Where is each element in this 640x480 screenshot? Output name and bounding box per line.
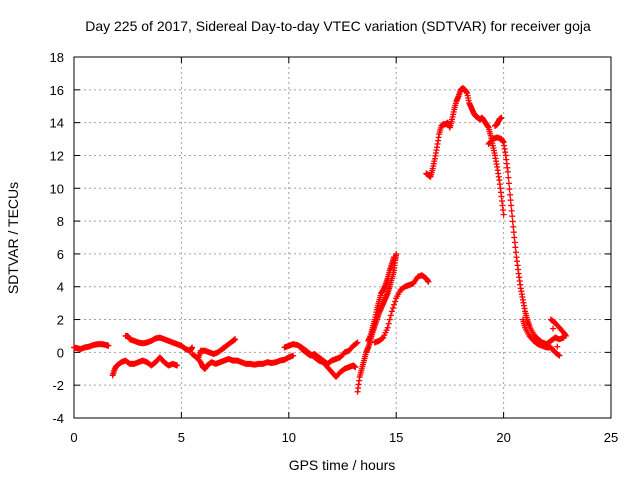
data-point-marker — [105, 342, 112, 349]
data-point-marker — [392, 298, 399, 305]
data-point-marker — [510, 223, 517, 230]
x-tick-label: 10 — [282, 430, 296, 445]
data-point-marker — [509, 218, 516, 225]
data-point-marker — [500, 211, 507, 218]
data-point-marker — [388, 308, 395, 315]
y-tick-label: 6 — [57, 247, 64, 262]
y-tick-label: 2 — [57, 313, 64, 328]
data-point-marker — [391, 301, 398, 308]
data-point-marker — [353, 340, 360, 347]
y-axis: -4 -2 0 2 4 6 8 10 12 14 16 18 — [50, 50, 611, 426]
data-point-marker — [352, 364, 359, 371]
x-tick-label: 0 — [70, 430, 77, 445]
y-tick-label: 18 — [50, 50, 64, 65]
x-tick-label: 5 — [178, 430, 185, 445]
x-tick-label: 15 — [389, 430, 403, 445]
data-point-marker — [506, 186, 513, 193]
data-point-marker — [556, 352, 563, 359]
chart-title: Day 225 of 2017, Sidereal Day-to-day VTE… — [85, 18, 591, 34]
x-axis-label: GPS time / hours — [289, 457, 396, 473]
data-point-marker — [510, 229, 517, 236]
data-point-marker — [554, 343, 561, 350]
data-point-marker — [562, 332, 569, 339]
x-axis: 0 5 10 15 20 25 — [70, 57, 618, 445]
data-point-marker — [393, 250, 400, 257]
data-point-marker — [505, 174, 512, 181]
data-point-marker — [508, 207, 515, 214]
data-point-marker — [509, 213, 516, 220]
data-point-marker — [386, 316, 393, 323]
y-tick-label: -2 — [52, 378, 64, 393]
data-point-marker — [508, 202, 515, 209]
y-tick-label: 0 — [57, 345, 64, 360]
y-tick-label: -4 — [52, 411, 64, 426]
data-point-marker — [387, 312, 394, 319]
data-point-marker — [379, 335, 386, 342]
data-point-marker — [550, 325, 557, 332]
data-points — [71, 85, 569, 395]
y-tick-label: 8 — [57, 214, 64, 229]
data-point-marker — [189, 344, 196, 351]
data-point-marker — [232, 336, 239, 343]
data-point-marker — [385, 320, 392, 327]
y-tick-label: 12 — [50, 148, 64, 163]
y-tick-label: 10 — [50, 181, 64, 196]
data-point-marker — [507, 197, 514, 204]
data-point-marker — [290, 352, 297, 359]
data-point-marker — [174, 362, 181, 369]
data-point-marker — [552, 334, 559, 341]
data-point-marker — [498, 114, 505, 121]
data-point-marker — [384, 324, 391, 331]
data-point-marker — [389, 305, 396, 312]
plot-frame — [73, 56, 612, 419]
data-point-marker — [505, 180, 512, 187]
data-point-marker — [425, 278, 432, 285]
data-point-marker — [354, 339, 361, 346]
data-point-marker — [504, 168, 511, 175]
y-tick-label: 4 — [57, 280, 64, 295]
y-axis-label: SDTVAR / TECUs — [5, 182, 21, 294]
y-tick-label: 16 — [50, 83, 64, 98]
x-tick-label: 25 — [604, 430, 618, 445]
data-point-marker — [555, 351, 562, 358]
x-tick-label: 20 — [496, 430, 510, 445]
y-tick-label: 14 — [50, 116, 64, 131]
data-point-marker — [391, 254, 398, 261]
data-point-marker — [507, 191, 514, 198]
